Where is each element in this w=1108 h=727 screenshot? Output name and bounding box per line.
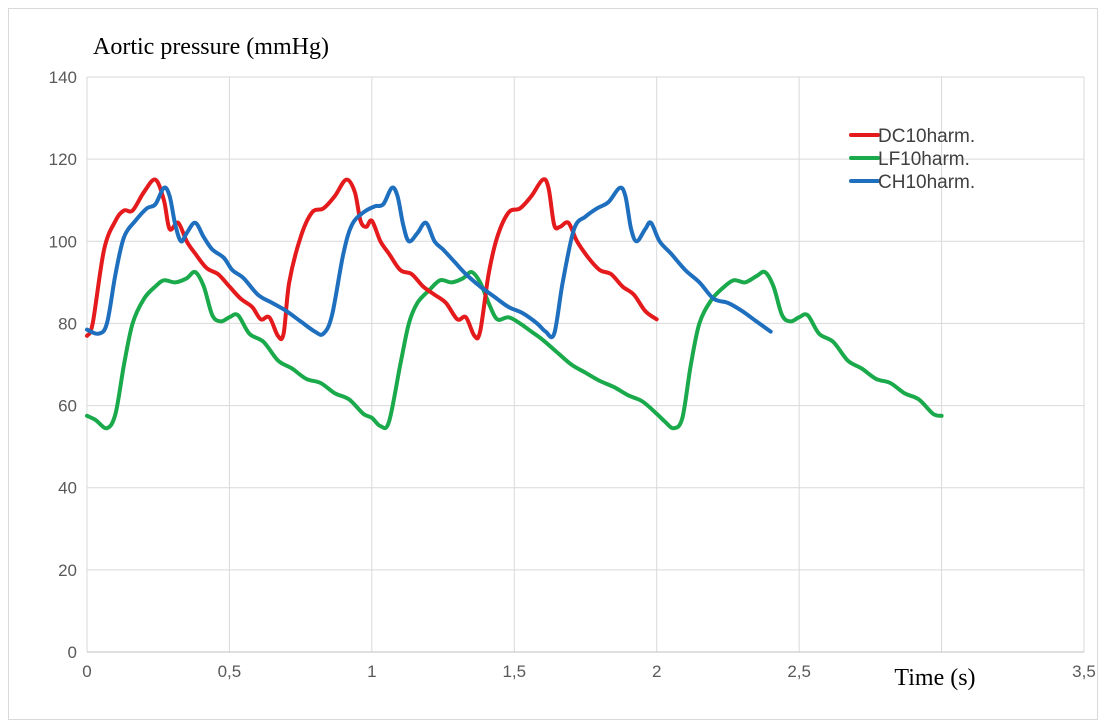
legend-label: LF10harm. xyxy=(878,149,970,170)
y-tick-label: 80 xyxy=(58,314,77,333)
y-tick-label: 100 xyxy=(49,232,77,251)
series-line-lf10harm xyxy=(85,269,944,431)
y-tick-label: 0 xyxy=(68,643,77,662)
series-line-ch10harm xyxy=(85,185,773,340)
x-tick-label: 0 xyxy=(82,662,91,681)
y-tick-label: 40 xyxy=(58,479,77,498)
x-tick-label: 1 xyxy=(367,662,376,681)
x-tick-label: 2 xyxy=(652,662,661,681)
x-axis-title: Time (s) xyxy=(894,665,975,691)
series-line-dc10harm xyxy=(85,177,659,342)
x-tick-label: 1,5 xyxy=(502,662,526,681)
x-axis-title-background xyxy=(869,659,1003,695)
x-tick-label: 3,5 xyxy=(1072,662,1096,681)
chart-title: Aortic pressure (mmHg) xyxy=(93,34,329,60)
x-tick-label: 0,5 xyxy=(218,662,242,681)
chart-title-background xyxy=(89,23,449,71)
y-tick-label: 20 xyxy=(58,561,77,580)
legend-label: CH10harm. xyxy=(878,172,975,193)
x-tick-label: 2,5 xyxy=(787,662,811,681)
y-tick-label: 120 xyxy=(49,150,77,169)
y-tick-label: 140 xyxy=(49,68,77,87)
series-lines xyxy=(85,177,944,431)
axes xyxy=(86,77,1084,653)
legend: DC10harm.LF10harm.CH10harm. xyxy=(849,126,975,193)
y-tick-label: 60 xyxy=(58,397,77,416)
legend-label: DC10harm. xyxy=(878,126,975,147)
gridlines xyxy=(87,76,1085,652)
